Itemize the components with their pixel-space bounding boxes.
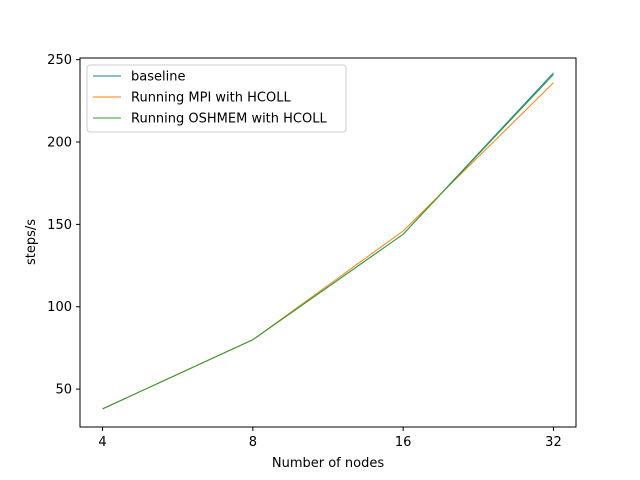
x-tick-label: 8: [249, 435, 257, 450]
y-tick-label: 50: [55, 383, 72, 398]
x-axis: 4 8 16 32: [98, 427, 562, 450]
series-line-3: [102, 74, 554, 410]
plot-frame: [79, 57, 577, 428]
x-tick-label: 16: [395, 435, 412, 450]
x-axis-label: Number of nodes: [272, 456, 384, 471]
y-axis-label: steps/s: [24, 219, 39, 265]
legend-label: baseline: [131, 70, 185, 85]
plot-area: [102, 72, 554, 410]
legend-box: [86, 64, 347, 133]
y-axis: 50 100 150 200 250: [47, 53, 80, 398]
legend: baseline Running MPI with HCOLL Running OS…: [86, 64, 347, 133]
y-tick-label: 100: [47, 300, 72, 315]
legend-label: Running MPI with HCOLL: [131, 91, 291, 106]
x-tick-label: 4: [98, 435, 106, 450]
y-tick-label: 200: [47, 136, 72, 151]
y-tick-label: 150: [47, 218, 72, 233]
y-tick-label: 250: [47, 53, 72, 68]
legend-label: Running OSHMEM with HCOLL: [131, 112, 327, 127]
x-tick-label: 32: [545, 435, 562, 450]
